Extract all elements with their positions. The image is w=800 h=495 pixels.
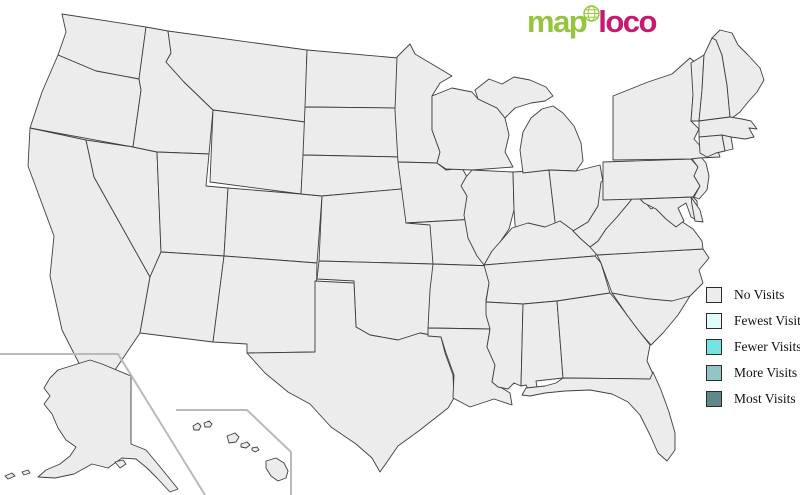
legend-item-more-visits: More Visits: [706, 364, 800, 381]
legend-item-most-visits: Most Visits: [706, 390, 800, 407]
state-florida: [521, 371, 676, 462]
state-delaware: [690, 196, 704, 223]
legend-label: Fewer Visits: [734, 338, 800, 354]
state-maine: [711, 29, 765, 119]
state-texas: [246, 280, 455, 473]
state-wyoming: [209, 109, 306, 195]
state-connecticut: [698, 134, 726, 158]
state-hawaii-oahu: [226, 432, 240, 444]
state-colorado: [223, 187, 323, 264]
state-hawaii-maui: [251, 446, 260, 453]
state-maryland: [639, 196, 699, 228]
alaska-inset-border: [0, 353, 206, 495]
legend-label: Most Visits: [734, 390, 796, 406]
legend-swatch-more-visits: [706, 364, 722, 381]
state-alabama: [520, 300, 564, 395]
visits-legend: No Visits Fewest Visits Fewer Visits Mor…: [706, 286, 800, 417]
state-new-jersey: [691, 156, 710, 200]
logo-loco-text: loco: [598, 4, 657, 39]
legend-swatch-most-visits: [706, 390, 722, 407]
state-hawaii-big-island: [265, 457, 289, 482]
state-rhode-island: [721, 134, 734, 152]
state-hawaii-kauai: [203, 420, 213, 428]
legend-label: More Visits: [734, 364, 798, 380]
legend-item-fewest-visits: Fewest Visits: [706, 312, 800, 329]
state-arkansas: [427, 263, 495, 330]
state-michigan-upper-peninsula: [474, 76, 554, 119]
legend-label: No Visits: [734, 286, 785, 302]
alaska-aleutian-island: [21, 469, 31, 476]
alaska-aleutian-island: [4, 472, 16, 480]
state-wisconsin: [431, 87, 514, 171]
state-alaska: [37, 359, 179, 493]
state-illinois: [460, 169, 515, 266]
legend-item-no-visits: No Visits: [706, 286, 800, 303]
state-south-dakota: [302, 106, 401, 158]
state-massachusetts: [698, 116, 758, 140]
globe-icon: [583, 0, 600, 27]
state-michigan: [519, 105, 584, 174]
state-north-dakota: [304, 49, 399, 109]
legend-swatch-fewer-visits: [706, 338, 722, 355]
maploco-logo[interactable]: map loco: [527, 4, 657, 39]
state-south-carolina: [611, 292, 691, 346]
legend-swatch-fewest-visits: [706, 312, 722, 329]
legend-label: Fewest Visits: [734, 312, 800, 328]
state-new-mexico: [212, 255, 318, 354]
hawaii-inset-border: [176, 409, 292, 495]
state-north-carolina: [596, 248, 710, 302]
state-hawaii-molokai: [240, 441, 251, 449]
alaska-kodiak-island: [114, 459, 127, 469]
legend-swatch-no-visits: [706, 286, 722, 303]
state-pennsylvania: [602, 158, 701, 201]
legend-item-fewer-visits: Fewer Visits: [706, 338, 800, 355]
state-hawaii-niihau: [192, 422, 202, 431]
logo-map-text: map: [527, 4, 588, 39]
